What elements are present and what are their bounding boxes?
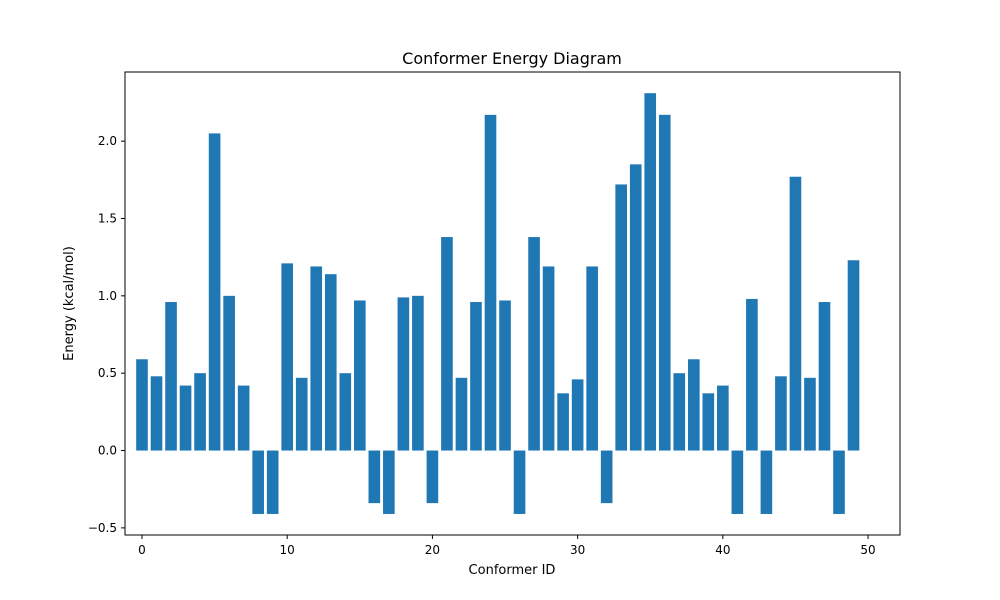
bar-2: [165, 302, 177, 451]
bar-6: [223, 295, 235, 451]
x-axis-ticks: 0 10 20 30 40 50: [138, 535, 876, 557]
x-tick-label: 40: [715, 543, 730, 557]
bar-0: [136, 359, 148, 451]
bar-4: [194, 373, 206, 451]
bar-33: [615, 184, 628, 451]
x-tick-label: 50: [860, 543, 875, 557]
bar-45: [789, 176, 802, 451]
bar-48: [833, 450, 845, 514]
bar-11: [295, 377, 308, 451]
y-tick-label: 1.5: [98, 211, 117, 225]
bar-13: [324, 274, 337, 451]
bar-34: [629, 164, 642, 451]
bar-49: [847, 260, 860, 451]
bar-39: [702, 393, 715, 451]
bar-16: [368, 450, 381, 504]
bar-29: [557, 393, 569, 451]
bar-15: [354, 300, 366, 451]
bar-5: [208, 133, 221, 451]
bar-10: [281, 263, 294, 451]
y-tick-label: 2.0: [98, 134, 117, 148]
bar-24: [484, 114, 497, 451]
x-axis-label: Conformer ID: [469, 563, 556, 578]
bars-group: [136, 93, 860, 514]
bar-31: [586, 266, 598, 451]
x-tick-label: 10: [280, 543, 295, 557]
bar-26: [513, 450, 526, 514]
plot-frame: [124, 71, 901, 536]
bar-21: [441, 237, 453, 451]
bar-38: [687, 359, 700, 451]
bar-42: [746, 298, 758, 451]
bar-46: [804, 377, 816, 451]
bar-44: [775, 376, 787, 451]
bar-12: [310, 266, 323, 451]
bar-19: [412, 295, 424, 451]
bar-40: [717, 385, 729, 451]
y-tick-label: 1.0: [98, 289, 117, 303]
x-tick-label: 20: [425, 543, 440, 557]
bar-37: [673, 373, 686, 451]
x-tick-label: 0: [138, 543, 146, 557]
bar-17: [383, 450, 395, 514]
bar-8: [252, 450, 264, 514]
bar-23: [470, 302, 482, 451]
bar-43: [760, 450, 773, 514]
chart-title: Conformer Energy Diagram: [402, 49, 622, 68]
y-axis-ticks: −0.5 0.0 0.5 1.0 1.5 2.0: [88, 134, 125, 535]
y-tick-label: 0.0: [98, 444, 117, 458]
bar-25: [499, 300, 511, 451]
y-tick-label: −0.5: [88, 521, 117, 535]
bar-9: [266, 450, 279, 514]
bar-1: [150, 376, 163, 451]
bar-14: [339, 373, 352, 451]
bar-22: [455, 377, 468, 451]
bar-27: [528, 237, 540, 451]
y-axis-label: Energy (kcal/mol): [62, 246, 77, 361]
bar-41: [731, 450, 744, 514]
bar-35: [644, 93, 657, 451]
bar-36: [658, 114, 671, 451]
bar-28: [542, 266, 555, 451]
bar-18: [397, 297, 410, 451]
bar-7: [237, 385, 250, 451]
bar-32: [600, 450, 613, 504]
bar-20: [426, 450, 439, 504]
bar-47: [818, 302, 831, 451]
x-tick-label: 30: [570, 543, 585, 557]
y-tick-label: 0.5: [98, 366, 117, 380]
bar-30: [571, 379, 584, 451]
bar-3: [179, 385, 192, 451]
